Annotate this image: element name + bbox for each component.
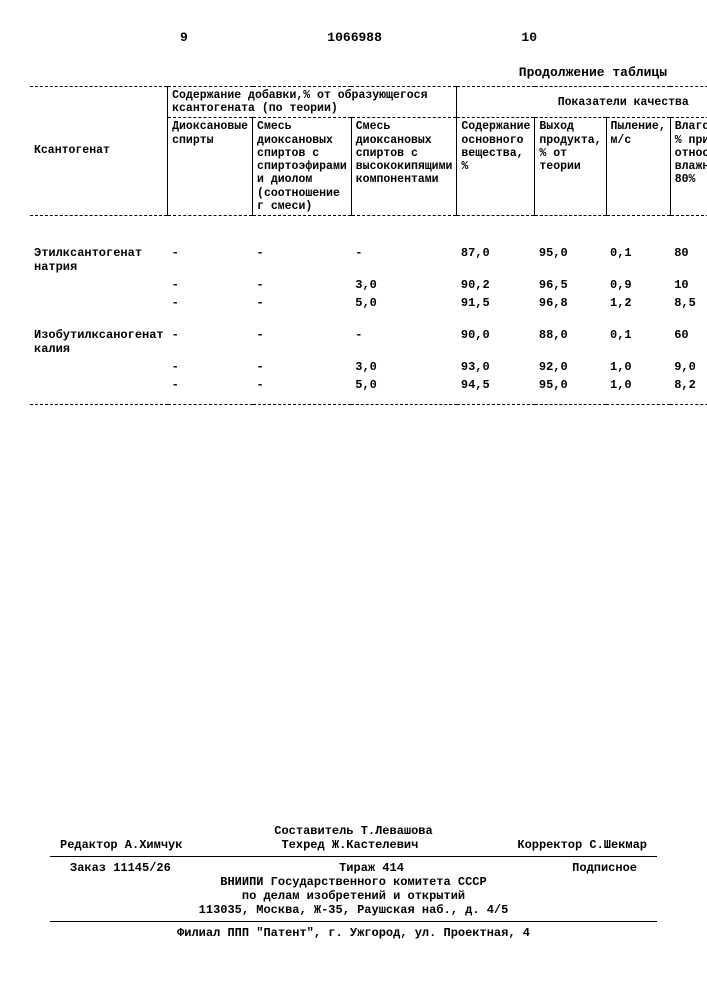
cell: 96,8 (535, 294, 606, 312)
col-header: Смесь диоксановых спиртов с спиртоэфирам… (253, 118, 352, 216)
col-header: Ксантогенат (30, 87, 168, 216)
doc-number: 1066988 (327, 30, 382, 45)
cell: 90,0 (457, 326, 535, 358)
table-row: - - 5,0 91,5 96,8 1,2 8,5 (30, 294, 707, 312)
cell: 80 (670, 244, 707, 276)
table-row: Изобутилксаногенат калия - - - 90,0 88,0… (30, 326, 707, 358)
footer-branch: Филиал ППП "Патент", г. Ужгород, ул. Про… (50, 926, 657, 940)
footer-addr: 113035, Москва, Ж-35, Раушская наб., д. … (50, 903, 657, 917)
cell: 3,0 (351, 276, 457, 294)
group-header: Содержание добавки,% от образующегося кс… (168, 87, 457, 118)
cell: - (253, 358, 352, 376)
cell: - (253, 294, 352, 312)
col-header: Содержание основного вещества, % (457, 118, 535, 216)
cell: 5,0 (351, 376, 457, 394)
col-header: Смесь диоксановых спиртов с высококипящи… (351, 118, 457, 216)
footer-org1: ВНИИПИ Государственного комитета СССР (50, 875, 657, 889)
cell: 60 (670, 326, 707, 358)
cell: 1,2 (606, 294, 670, 312)
footer-sign: Подписное (572, 861, 637, 875)
group-header: Показатели качества (457, 87, 707, 118)
header-line: 9 1066988 10 (30, 30, 677, 45)
cell: 96,5 (535, 276, 606, 294)
cell: 5,0 (351, 294, 457, 312)
cell: Изобутилксаногенат калия (30, 326, 168, 358)
cell: 88,0 (535, 326, 606, 358)
cell: Этилксантогенат натрия (30, 244, 168, 276)
cell: 95,0 (535, 376, 606, 394)
cell: 10 (670, 276, 707, 294)
col-header: Пыление, м/с (606, 118, 670, 216)
cell: 1,0 (606, 376, 670, 394)
cell: 0,9 (606, 276, 670, 294)
footer-editor: Редактор А.Химчук (60, 838, 182, 852)
table-row: Этилксантогенат натрия - - - 87,0 95,0 0… (30, 244, 707, 276)
cell: - (253, 276, 352, 294)
col-header: Выход продукта, % от теории (535, 118, 606, 216)
cell: 91,5 (457, 294, 535, 312)
data-table: Ксантогенат Содержание добавки,% от обра… (30, 86, 707, 405)
cell: 92,0 (535, 358, 606, 376)
cell: - (168, 294, 253, 312)
page-left: 9 (180, 30, 188, 45)
cell: - (253, 244, 352, 276)
cell: 90,2 (457, 276, 535, 294)
cell: 87,0 (457, 244, 535, 276)
table-row: - - 3,0 90,2 96,5 0,9 10 (30, 276, 707, 294)
cell: 95,0 (535, 244, 606, 276)
cell: - (253, 326, 352, 358)
footer-block: Составитель Т.Левашова Редактор А.Химчук… (50, 824, 657, 940)
footer-tech: Техред Ж.Кастелевич (281, 838, 418, 852)
footer-corr: Корректор С.Шекмар (517, 838, 647, 852)
cell: - (168, 358, 253, 376)
cell: - (168, 376, 253, 394)
continuation-title: Продолжение таблицы (30, 65, 677, 80)
table-row: - - 3,0 93,0 92,0 1,0 9,0 (30, 358, 707, 376)
cell: - (351, 244, 457, 276)
cell: - (168, 326, 253, 358)
page-right: 10 (521, 30, 537, 45)
col-header: Влагосодержание, % при относительной вла… (670, 118, 707, 216)
cell: 0,1 (606, 326, 670, 358)
cell: 3,0 (351, 358, 457, 376)
cell: - (253, 376, 352, 394)
cell: - (168, 244, 253, 276)
cell: - (351, 326, 457, 358)
cell: 8,2 (670, 376, 707, 394)
cell: 9,0 (670, 358, 707, 376)
cell: 94,5 (457, 376, 535, 394)
cell: 1,0 (606, 358, 670, 376)
cell: - (168, 276, 253, 294)
col-header: Диоксановые спирты (168, 118, 253, 216)
cell: 93,0 (457, 358, 535, 376)
footer-compiler: Составитель Т.Левашова (50, 824, 657, 838)
footer-tirazh: Тираж 414 (339, 861, 404, 875)
cell: 0,1 (606, 244, 670, 276)
footer-org2: по делам изобретений и открытий (50, 889, 657, 903)
cell: 8,5 (670, 294, 707, 312)
table-row: - - 5,0 94,5 95,0 1,0 8,2 (30, 376, 707, 394)
footer-order: Заказ 11145/26 (70, 861, 171, 875)
